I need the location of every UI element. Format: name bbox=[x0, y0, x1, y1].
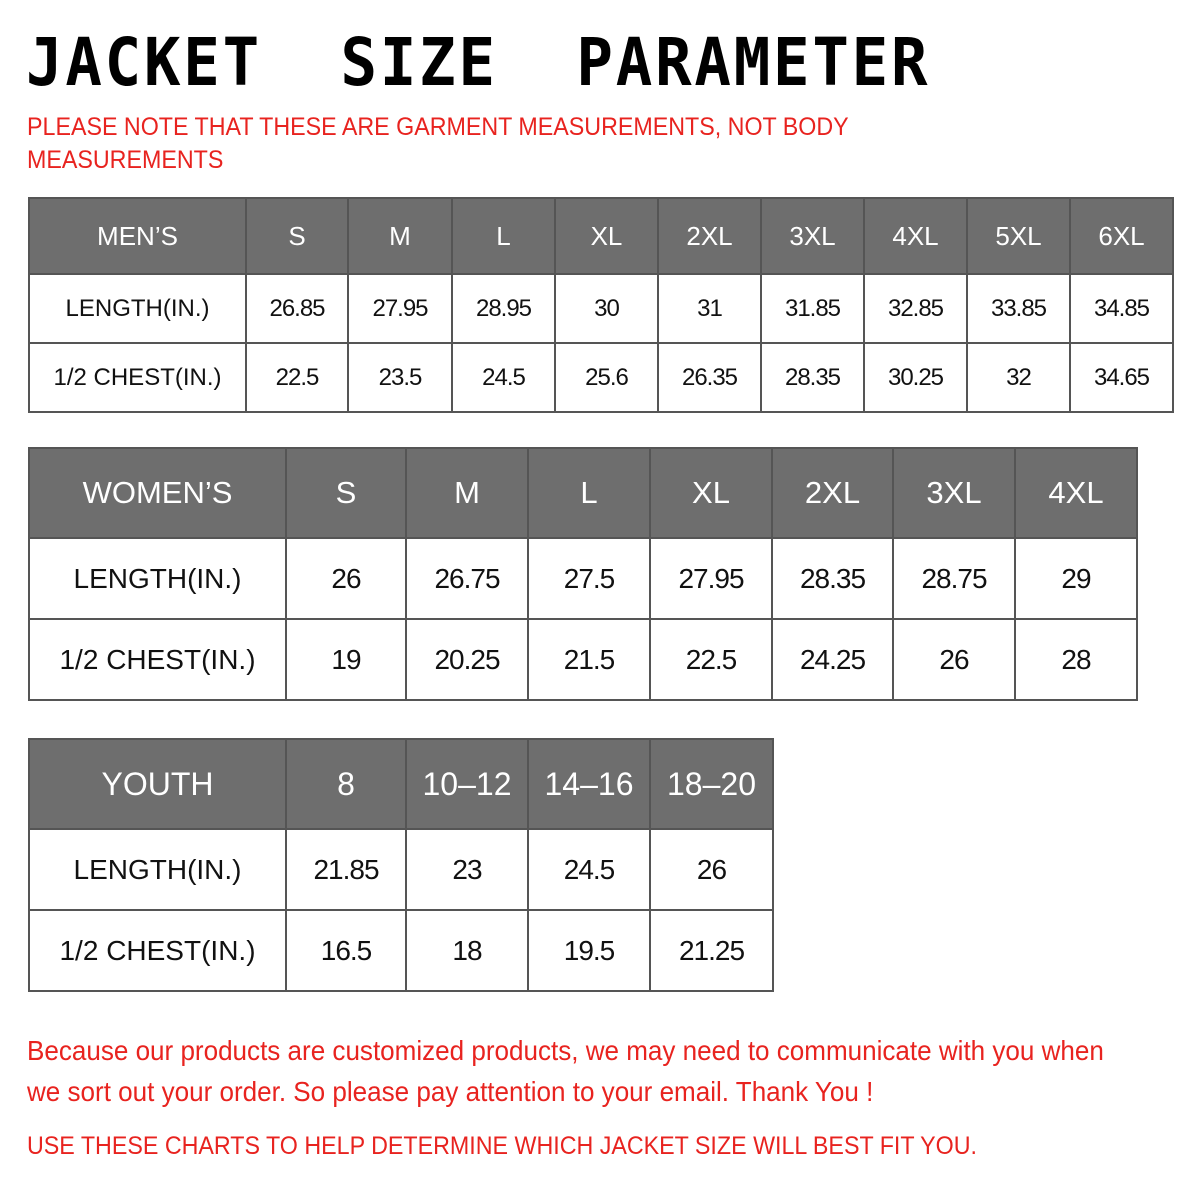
measurement-cell: 26.35 bbox=[657, 342, 762, 413]
size-header: 3XL bbox=[892, 447, 1016, 539]
row-label: 1/2 CHEST(IN.) bbox=[28, 909, 287, 992]
row-label: LENGTH(IN.) bbox=[28, 537, 287, 620]
size-header: 8 bbox=[285, 738, 407, 830]
table-row: LENGTH(IN.) 26.85 27.95 28.95 30 31 31.85 32.85… bbox=[28, 273, 1174, 344]
mens-size-table: MEN’S S M L XL 2XL 3XL 4XL 5XL 6XL LENGTH(IN.) 26.8… bbox=[28, 197, 1174, 413]
measurement-note: PLEASE NOTE THAT THESE ARE GARMENT MEASU… bbox=[27, 113, 849, 174]
size-header: 6XL bbox=[1069, 197, 1174, 275]
measurement-cell: 23 bbox=[405, 828, 529, 911]
size-header: 18–20 bbox=[649, 738, 774, 830]
measurement-cell: 18 bbox=[405, 909, 529, 992]
measurement-cell: 19.5 bbox=[527, 909, 651, 992]
measurement-cell: 27.5 bbox=[527, 537, 651, 620]
table-label: YOUTH bbox=[28, 738, 287, 830]
size-header: L bbox=[451, 197, 556, 275]
measurement-cell: 34.85 bbox=[1069, 273, 1174, 344]
measurement-cell: 32 bbox=[966, 342, 1071, 413]
measurement-cell: 22.5 bbox=[649, 618, 773, 701]
page-title: JACKET SIZE PARAMETER bbox=[26, 24, 931, 101]
measurement-cell: 33.85 bbox=[966, 273, 1071, 344]
measurement-cell: 24.5 bbox=[527, 828, 651, 911]
size-header: 5XL bbox=[966, 197, 1071, 275]
measurement-cell: 28.35 bbox=[771, 537, 894, 620]
table-label: WOMEN’S bbox=[28, 447, 287, 539]
measurement-cell: 31.85 bbox=[760, 273, 865, 344]
measurement-cell: 27.95 bbox=[347, 273, 453, 344]
size-header: 4XL bbox=[1014, 447, 1138, 539]
header-row: WOMEN’S S M L XL 2XL 3XL 4XL bbox=[28, 447, 1138, 539]
measurement-cell: 21.5 bbox=[527, 618, 651, 701]
measurement-cell: 30 bbox=[554, 273, 659, 344]
table-row: LENGTH(IN.) 21.85 23 24.5 26 bbox=[28, 828, 774, 911]
row-label: LENGTH(IN.) bbox=[28, 273, 247, 344]
size-header: XL bbox=[554, 197, 659, 275]
measurement-cell: 16.5 bbox=[285, 909, 407, 992]
measurement-cell: 31 bbox=[657, 273, 762, 344]
measurement-cell: 26 bbox=[285, 537, 407, 620]
header-row: YOUTH 8 10–12 14–16 18–20 bbox=[28, 738, 774, 830]
size-header: 3XL bbox=[760, 197, 865, 275]
table-row: 1/2 CHEST(IN.) 22.5 23.5 24.5 25.6 26.35 28.35… bbox=[28, 342, 1174, 413]
size-header: M bbox=[347, 197, 453, 275]
row-label: 1/2 CHEST(IN.) bbox=[28, 342, 247, 413]
measurement-cell: 26 bbox=[649, 828, 774, 911]
table-row: 1/2 CHEST(IN.) 19 20.25 21.5 22.5 24.25 26 28 bbox=[28, 618, 1138, 701]
row-label: 1/2 CHEST(IN.) bbox=[28, 618, 287, 701]
measurement-cell: 25.6 bbox=[554, 342, 659, 413]
measurement-cell: 32.85 bbox=[863, 273, 968, 344]
measurement-cell: 19 bbox=[285, 618, 407, 701]
measurement-cell: 26.85 bbox=[245, 273, 349, 344]
measurement-cell: 29 bbox=[1014, 537, 1138, 620]
table-label: MEN’S bbox=[28, 197, 247, 275]
size-header: 10–12 bbox=[405, 738, 529, 830]
measurement-cell: 28.75 bbox=[892, 537, 1016, 620]
header-row: MEN’S S M L XL 2XL 3XL 4XL 5XL 6XL bbox=[28, 197, 1174, 275]
youth-size-table: YOUTH 8 10–12 14–16 18–20 LENGTH(IN.) 21.85 23 2… bbox=[28, 738, 774, 992]
size-header: 4XL bbox=[863, 197, 968, 275]
measurement-cell: 28.35 bbox=[760, 342, 865, 413]
measurement-cell: 21.25 bbox=[649, 909, 774, 992]
measurement-cell: 23.5 bbox=[347, 342, 453, 413]
size-header: S bbox=[245, 197, 349, 275]
womens-size-table: WOMEN’S S M L XL 2XL 3XL 4XL LENGTH(IN.) 26 26.75 2… bbox=[28, 447, 1138, 701]
table-row: LENGTH(IN.) 26 26.75 27.5 27.95 28.35 28.75 29 bbox=[28, 537, 1138, 620]
measurement-cell: 30.25 bbox=[863, 342, 968, 413]
size-header: XL bbox=[649, 447, 773, 539]
measurement-cell: 34.65 bbox=[1069, 342, 1174, 413]
row-label: LENGTH(IN.) bbox=[28, 828, 287, 911]
measurement-cell: 26.75 bbox=[405, 537, 529, 620]
measurement-cell: 26 bbox=[892, 618, 1016, 701]
measurement-cell: 24.25 bbox=[771, 618, 894, 701]
table-row: 1/2 CHEST(IN.) 16.5 18 19.5 21.25 bbox=[28, 909, 774, 992]
measurement-cell: 21.85 bbox=[285, 828, 407, 911]
customization-notice: Because our products are customized prod… bbox=[27, 1035, 1104, 1107]
size-header: 2XL bbox=[657, 197, 762, 275]
measurement-cell: 20.25 bbox=[405, 618, 529, 701]
chart-usage-note: USE THESE CHARTS TO HELP DETERMINE WHICH… bbox=[27, 1132, 978, 1160]
size-header: M bbox=[405, 447, 529, 539]
measurement-cell: 28.95 bbox=[451, 273, 556, 344]
measurement-cell: 27.95 bbox=[649, 537, 773, 620]
measurement-cell: 24.5 bbox=[451, 342, 556, 413]
size-header: 2XL bbox=[771, 447, 894, 539]
measurement-cell: 22.5 bbox=[245, 342, 349, 413]
size-header: S bbox=[285, 447, 407, 539]
size-header: 14–16 bbox=[527, 738, 651, 830]
size-header: L bbox=[527, 447, 651, 539]
measurement-cell: 28 bbox=[1014, 618, 1138, 701]
